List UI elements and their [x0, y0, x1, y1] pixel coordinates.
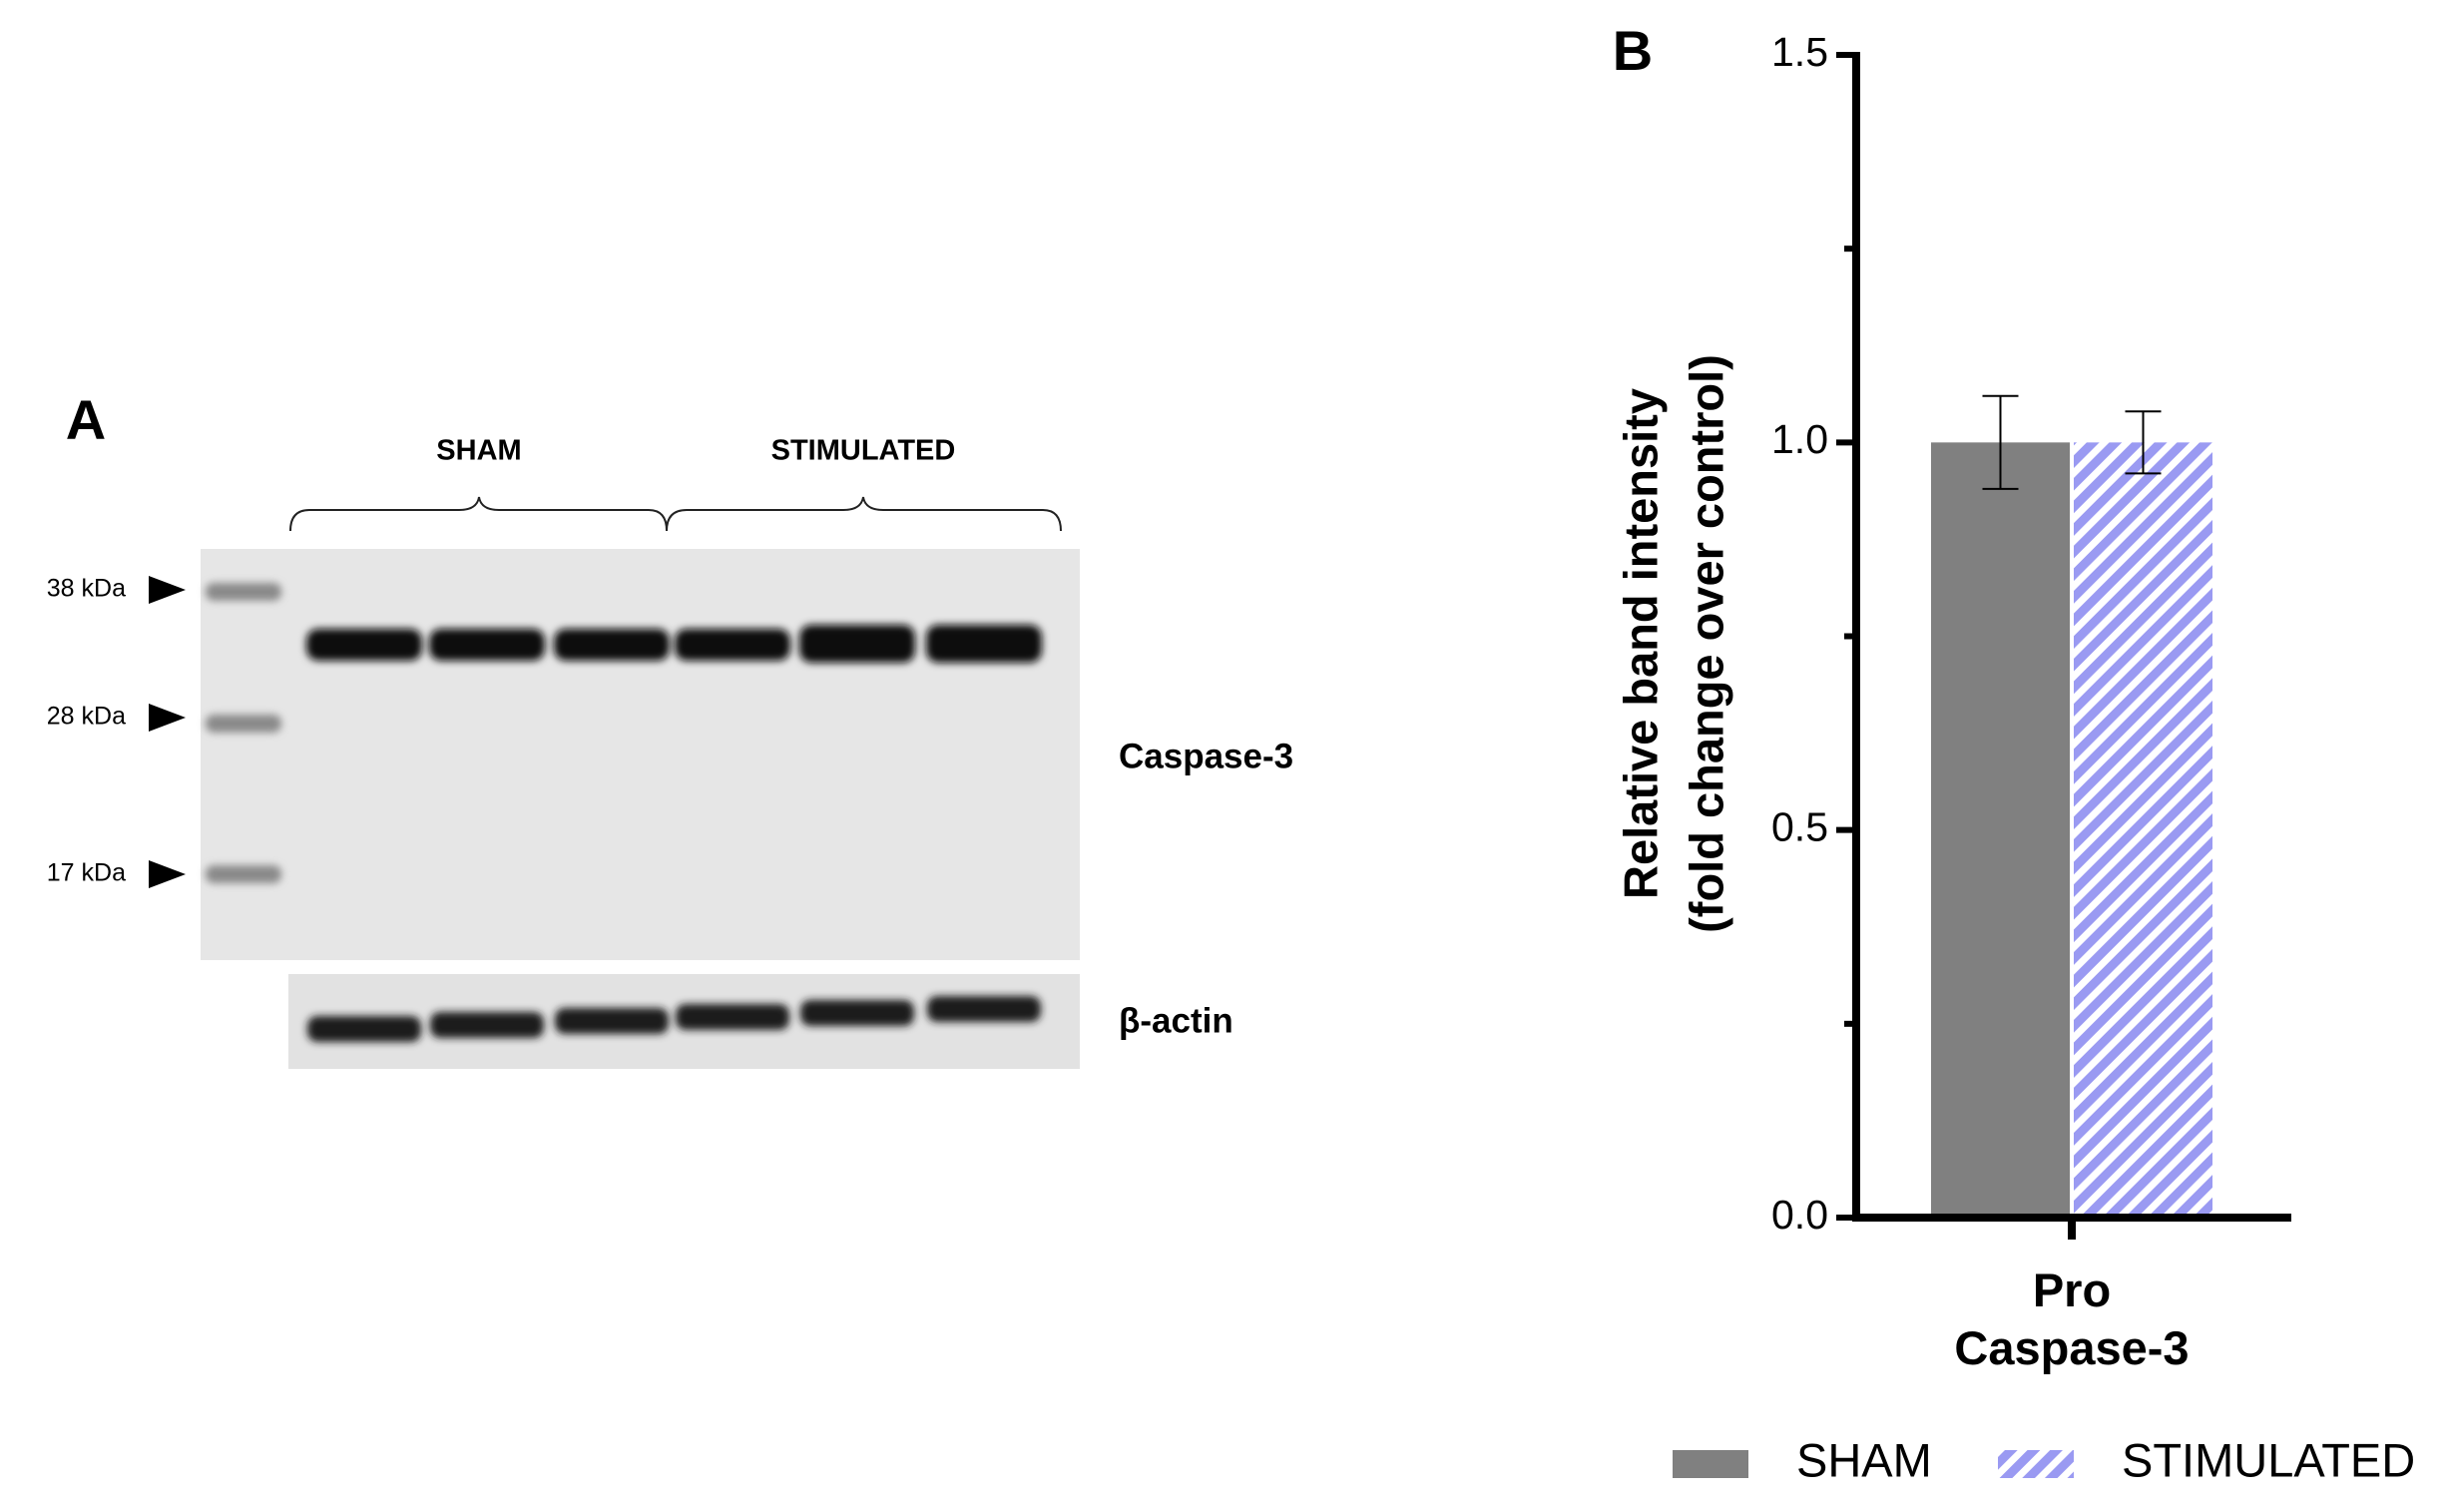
legend-label: SHAM: [1796, 1433, 1932, 1486]
arrow: [149, 704, 186, 732]
y-tick-label: 1.0: [1771, 416, 1828, 462]
protein-band: [927, 996, 1041, 1022]
group-label: STIMULATED: [771, 435, 956, 467]
band-label: β-actin: [1119, 1001, 1233, 1040]
arrow: [149, 576, 186, 604]
y-tick-label: 0.5: [1771, 803, 1828, 849]
y-tick-label: 0.0: [1771, 1192, 1828, 1238]
bracket: [289, 496, 668, 532]
y-axis-label: Relative band intensity: [1614, 388, 1667, 899]
protein-band: [307, 1016, 421, 1042]
y-tick-label: 1.5: [1771, 29, 1828, 75]
protein-band: [926, 625, 1042, 663]
legend-label: STIMULATED: [2122, 1433, 2415, 1486]
marker-label: 17 kDa: [47, 859, 126, 887]
protein-band: [800, 1000, 914, 1026]
protein-band: [554, 629, 670, 661]
y-axis-label: (fold change over control): [1680, 354, 1732, 933]
legend-swatch: [1673, 1450, 1748, 1478]
legend-swatch: [1998, 1450, 2074, 1478]
ladder-band: [206, 583, 281, 601]
blot-bands: [206, 583, 1042, 1042]
ladder-band: [206, 715, 281, 733]
bar: [2074, 442, 2212, 1218]
protein-band: [676, 1004, 789, 1030]
bar: [1931, 442, 2070, 1218]
marker-label: 28 kDa: [47, 703, 126, 731]
protein-band: [799, 625, 915, 663]
protein-band: [675, 629, 790, 661]
marker-label: 38 kDa: [47, 575, 126, 603]
panel-label: B: [1613, 19, 1653, 82]
arrow: [149, 860, 186, 888]
blot-membrane: [201, 549, 1080, 960]
protein-band: [429, 629, 545, 661]
bracket: [666, 496, 1062, 532]
protein-band: [306, 629, 422, 661]
group-label: SHAM: [436, 435, 521, 467]
x-tick-label: Pro Caspase-3: [1954, 1263, 2190, 1374]
ladder-band: [206, 865, 281, 883]
protein-band: [430, 1012, 544, 1038]
protein-band: [555, 1008, 669, 1034]
panel-label: A: [66, 388, 106, 451]
band-label: Caspase-3: [1119, 737, 1293, 775]
